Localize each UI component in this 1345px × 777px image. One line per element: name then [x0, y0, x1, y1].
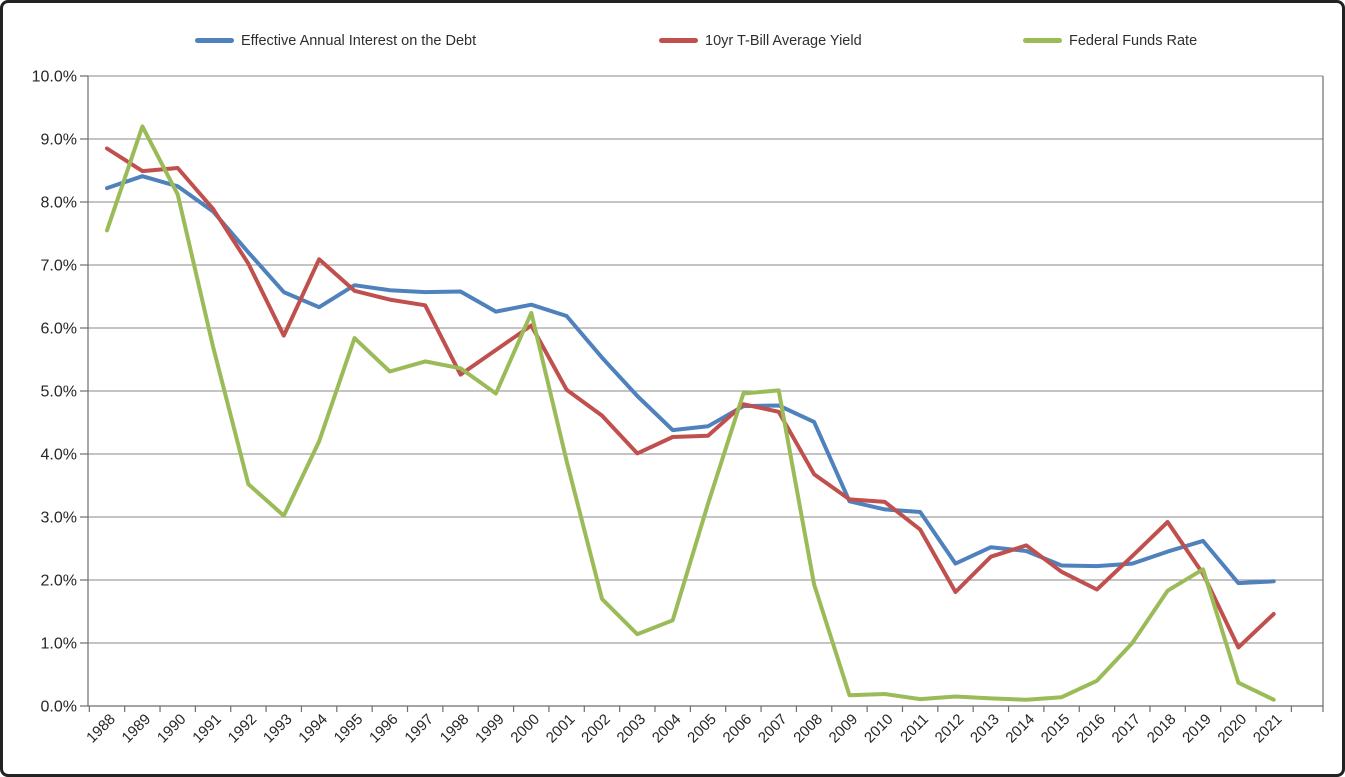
x-axis-label: 2004 [649, 711, 685, 747]
x-axis-label: 2006 [720, 711, 756, 747]
x-axis-label: 2011 [897, 711, 932, 746]
legend-line-marker-green [1023, 38, 1062, 43]
x-axis-label: 1995 [331, 711, 367, 747]
legend-item-effective-interest: Effective Annual Interest on the Debt [195, 31, 476, 50]
y-axis-label: 3.0% [41, 510, 77, 527]
legend-line-marker-red [659, 38, 698, 43]
x-axis-label: 1998 [437, 711, 473, 747]
x-axis-label: 2005 [684, 711, 720, 747]
legend-line-marker-blue [195, 38, 234, 43]
x-axis-label: 1996 [366, 711, 402, 747]
legend-label-tbill-yield: 10yr T-Bill Average Yield [705, 32, 862, 49]
legend-item-tbill-yield: 10yr T-Bill Average Yield [659, 31, 862, 50]
y-axis-label: 6.0% [41, 321, 77, 338]
x-axis-label: 2003 [614, 711, 650, 747]
x-axis-label: 2017 [1109, 711, 1145, 747]
x-axis-label: 1999 [472, 711, 508, 747]
x-axis-label: 2016 [1073, 711, 1109, 747]
x-axis-label: 1992 [225, 711, 261, 747]
x-axis-label: 2013 [967, 711, 1003, 747]
x-axis-label: 2021 [1250, 711, 1286, 747]
x-axis-label: 2019 [1179, 711, 1215, 747]
x-axis-label: 2014 [1002, 711, 1038, 747]
line-chart-canvas: 0.0% 1.0% 2.0% 3.0% 4.0% 5.0% 6.0% 7.0% 8.0% 9.0%… [32, 69, 1324, 747]
y-axis-label: 0.0% [41, 699, 77, 716]
x-axis-label: 2008 [790, 711, 826, 747]
y-axis-label: 4.0% [41, 447, 77, 464]
y-axis-label: 9.0% [41, 132, 77, 149]
y-axis-label: 1.0% [41, 636, 77, 653]
legend-label-fed-funds: Federal Funds Rate [1069, 32, 1198, 49]
series-line-2 [105, 124, 1276, 702]
x-axis-label: 1989 [119, 711, 155, 747]
x-axis-label: 1994 [295, 711, 331, 747]
y-axis-label: 5.0% [41, 384, 77, 401]
x-axis-label: 2007 [755, 711, 791, 747]
legend-label-effective-interest: Effective Annual Interest on the Debt [241, 32, 477, 49]
x-axis-label: 1990 [154, 711, 190, 747]
y-axis-label: 8.0% [41, 195, 77, 212]
x-axis-label: 2000 [507, 711, 543, 747]
x-axis-label: 2002 [578, 711, 614, 747]
y-axis-label: 7.0% [41, 258, 77, 275]
y-axis-label: 10.0% [32, 69, 77, 86]
x-axis-label: 2010 [861, 711, 897, 747]
legend-item-fed-funds: Federal Funds Rate [1023, 31, 1197, 50]
series-line-1 [105, 146, 1276, 650]
x-axis-label: 2009 [826, 711, 862, 747]
x-axis-label: 2018 [1144, 711, 1180, 747]
x-axis-label: 1991 [189, 711, 225, 747]
x-axis-label: 1988 [83, 711, 119, 747]
x-axis-label: 2001 [543, 711, 579, 747]
x-axis-label: 2020 [1215, 711, 1251, 747]
y-axis-label: 2.0% [41, 573, 77, 590]
x-axis-label: 2012 [932, 711, 968, 747]
x-axis-label: 1997 [401, 711, 437, 747]
x-axis-label: 1993 [260, 711, 296, 747]
x-axis-label: 2015 [1038, 711, 1074, 747]
series-line-0 [105, 174, 1276, 586]
